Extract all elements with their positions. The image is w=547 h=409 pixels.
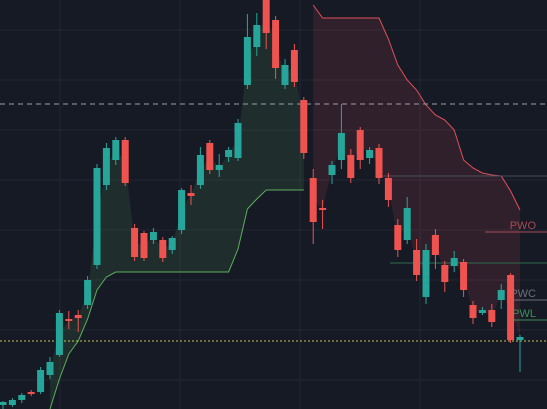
candle-body xyxy=(356,130,364,160)
candle-body xyxy=(337,133,345,160)
candle-body xyxy=(74,315,82,318)
candle-body xyxy=(121,140,129,183)
candle-body xyxy=(206,143,214,170)
candle-body xyxy=(196,155,204,185)
candle-body xyxy=(215,165,223,170)
candle-body xyxy=(469,305,477,318)
level-label: PWC xyxy=(510,288,536,300)
candle-body xyxy=(300,100,308,153)
candle-body xyxy=(46,362,54,375)
candle-body xyxy=(375,148,383,178)
candle-body xyxy=(507,275,515,340)
candle-body xyxy=(159,240,167,258)
candle-body xyxy=(234,123,242,158)
candle-body xyxy=(328,165,336,175)
candle-body xyxy=(460,262,468,290)
candle-body xyxy=(319,208,327,210)
candle-body xyxy=(187,193,195,196)
candle-body xyxy=(309,178,317,222)
candle-body xyxy=(65,319,73,321)
candle-body xyxy=(168,238,176,250)
candle-body xyxy=(478,310,486,313)
candle-body xyxy=(243,37,251,85)
candle-body xyxy=(366,150,374,158)
candle-body xyxy=(149,232,157,240)
trail-line xyxy=(49,189,304,409)
candle-body xyxy=(253,25,261,47)
candle-body xyxy=(84,280,92,305)
candle-body xyxy=(413,250,421,275)
candle-body xyxy=(450,258,458,266)
candle-body xyxy=(140,233,148,258)
trail-line xyxy=(312,4,521,211)
candle-body xyxy=(497,290,505,300)
candle-body xyxy=(0,402,7,405)
level-label: PWL xyxy=(512,308,536,320)
candle-body xyxy=(488,310,496,322)
candle-body xyxy=(431,235,439,255)
candle-body xyxy=(290,50,298,82)
candle-body xyxy=(384,178,392,200)
candle-body xyxy=(347,155,355,178)
candle-body xyxy=(18,395,26,400)
trail-fill xyxy=(313,5,520,339)
candle-body xyxy=(178,190,186,230)
candle-body xyxy=(112,140,120,160)
candle-body xyxy=(225,150,233,157)
candle-body xyxy=(131,228,139,257)
candle-body xyxy=(422,250,430,297)
candle-body xyxy=(102,148,110,185)
level-label: PWO xyxy=(510,220,537,232)
trail-fill xyxy=(50,16,304,409)
candle-body xyxy=(27,392,35,394)
candle-body xyxy=(441,265,449,282)
candle-body xyxy=(516,337,524,340)
candle-body xyxy=(37,370,45,392)
candle-body xyxy=(403,208,411,240)
candle-body xyxy=(394,225,402,250)
candle-body xyxy=(281,65,289,85)
candle-body xyxy=(93,168,101,265)
candle-body xyxy=(272,20,280,68)
candle-body xyxy=(55,313,63,355)
candle-body xyxy=(262,0,270,33)
candle-body xyxy=(8,400,16,405)
